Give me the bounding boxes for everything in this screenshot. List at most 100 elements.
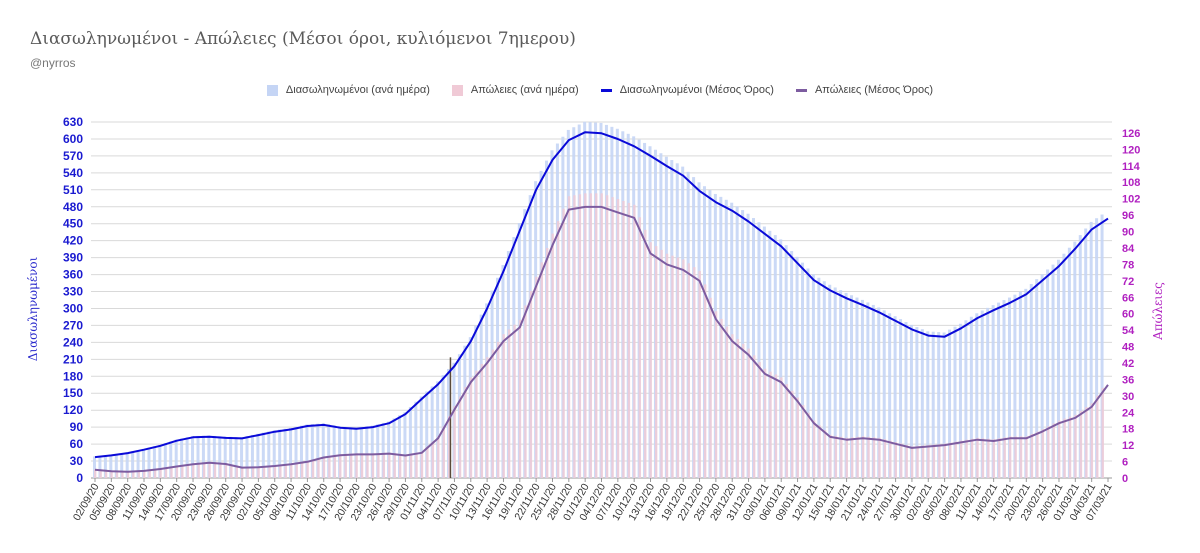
bar-intubated-daily xyxy=(1056,259,1060,478)
bar-deaths-daily xyxy=(251,466,255,478)
bar-deaths-daily xyxy=(202,462,206,478)
bar-intubated-daily xyxy=(261,432,265,478)
bar-intubated-daily xyxy=(1089,221,1093,478)
bar-deaths-daily xyxy=(927,444,930,478)
bar-deaths-daily xyxy=(339,454,342,478)
bar-deaths-daily xyxy=(355,453,358,478)
legend-label-intubated-avg: Διασωληνωμένοι (Μέσος Όρος) xyxy=(619,84,774,96)
bar-intubated-daily xyxy=(915,327,919,478)
bar-intubated-daily xyxy=(250,434,254,478)
bar-intubated-daily xyxy=(817,277,821,478)
bar-deaths-daily xyxy=(420,451,424,478)
bar-deaths-daily xyxy=(513,324,516,478)
bar-intubated-daily xyxy=(299,425,303,478)
bar-deaths-daily xyxy=(121,471,124,478)
y-left-tick: 90 xyxy=(70,420,84,434)
bar-intubated-daily xyxy=(899,319,903,478)
bar-deaths-daily xyxy=(970,438,974,478)
bar-deaths-daily xyxy=(213,462,217,478)
bar-intubated-daily xyxy=(1013,294,1017,478)
bar-deaths-daily xyxy=(241,467,244,478)
bar-intubated-daily xyxy=(811,274,815,478)
legend-item-deaths-daily[interactable]: Απώλειες (ανά ημέρα) xyxy=(451,84,579,96)
bar-intubated-daily xyxy=(370,425,374,478)
bar-intubated-daily xyxy=(1046,269,1050,478)
bar-deaths-daily xyxy=(110,470,113,478)
bar-intubated-daily xyxy=(278,429,282,478)
bar-deaths-daily xyxy=(1074,414,1077,478)
y-left-tick: 570 xyxy=(63,149,83,163)
bar-intubated-daily xyxy=(430,386,434,478)
legend-swatch-deaths-daily xyxy=(451,84,463,96)
bar-deaths-daily xyxy=(747,348,750,478)
bar-intubated-daily xyxy=(773,235,777,478)
bar-deaths-daily xyxy=(812,420,816,478)
bar-intubated-daily xyxy=(114,453,118,478)
bar-intubated-daily xyxy=(833,287,837,478)
y-right-tick: 48 xyxy=(1122,342,1134,354)
bar-intubated-daily xyxy=(762,226,766,478)
bar-deaths-daily xyxy=(175,465,179,478)
bar-deaths-daily xyxy=(709,297,712,478)
bar-intubated-daily xyxy=(245,436,249,478)
bar-deaths-daily xyxy=(665,253,669,478)
bar-intubated-daily xyxy=(169,441,173,478)
bar-intubated-daily xyxy=(958,323,962,478)
bar-deaths-daily xyxy=(840,436,843,478)
bar-deaths-daily xyxy=(360,453,364,478)
bar-intubated-daily xyxy=(392,418,396,478)
bar-intubated-daily xyxy=(196,435,200,478)
bar-intubated-daily xyxy=(942,332,946,478)
bar-intubated-daily xyxy=(234,437,238,478)
bar-deaths-daily xyxy=(654,246,658,478)
bar-intubated-daily xyxy=(207,435,211,478)
bar-deaths-daily xyxy=(818,425,821,478)
bar-deaths-daily xyxy=(856,436,859,478)
bar-deaths-daily xyxy=(823,430,827,478)
bar-deaths-daily xyxy=(872,437,876,478)
bar-intubated-daily xyxy=(109,454,113,478)
bar-deaths-daily xyxy=(1025,436,1028,478)
bar-deaths-daily xyxy=(1014,436,1017,478)
bar-deaths-daily xyxy=(714,311,718,478)
y-right-tick: 66 xyxy=(1122,292,1134,304)
legend-item-intubated-avg[interactable]: Διασωληνωμένοι (Μέσος Όρος) xyxy=(600,84,774,96)
legend-item-deaths-avg[interactable]: Απώλειες (Μέσος Όρος) xyxy=(795,84,933,96)
bar-deaths-daily xyxy=(992,439,996,478)
bar-deaths-daily xyxy=(219,462,222,478)
bar-intubated-daily xyxy=(986,307,990,478)
bar-deaths-daily xyxy=(556,221,560,478)
y-right-tick: 90 xyxy=(1122,227,1134,239)
bar-deaths-daily xyxy=(785,384,789,478)
bar-intubated-daily xyxy=(839,290,843,478)
bar-deaths-daily xyxy=(578,194,582,478)
bar-intubated-daily xyxy=(871,304,875,478)
bar-intubated-daily xyxy=(1024,288,1028,478)
y-right-tick: 36 xyxy=(1122,374,1134,386)
bar-deaths-daily xyxy=(638,217,642,478)
bar-deaths-daily xyxy=(883,439,887,478)
bar-intubated-daily xyxy=(142,448,146,478)
bar-intubated-daily xyxy=(888,313,892,478)
bar-intubated-daily xyxy=(136,450,140,478)
y-right-tick: 96 xyxy=(1122,210,1134,222)
bar-intubated-daily xyxy=(975,313,979,478)
bar-deaths-daily xyxy=(905,444,908,478)
bar-intubated-daily xyxy=(365,426,369,478)
bar-intubated-daily xyxy=(419,396,423,478)
bar-deaths-daily xyxy=(758,362,761,478)
bar-deaths-daily xyxy=(774,374,778,478)
bar-deaths-daily xyxy=(518,319,522,478)
bar-deaths-daily xyxy=(164,467,168,478)
bar-deaths-daily xyxy=(192,463,195,478)
bar-deaths-daily xyxy=(1079,410,1083,478)
y-right-tick: 54 xyxy=(1122,325,1135,337)
y-right-tick: 6 xyxy=(1122,457,1128,469)
y-left-tick: 330 xyxy=(63,285,83,299)
legend-item-intubated-daily[interactable]: Διασωληνωμένοι (ανά ημέρα) xyxy=(266,84,430,96)
bar-deaths-daily xyxy=(491,349,494,478)
bar-deaths-daily xyxy=(1096,395,1099,478)
bar-intubated-daily xyxy=(882,310,886,478)
y-right-tick: 24 xyxy=(1122,407,1135,419)
y-left-tick: 0 xyxy=(76,471,83,485)
